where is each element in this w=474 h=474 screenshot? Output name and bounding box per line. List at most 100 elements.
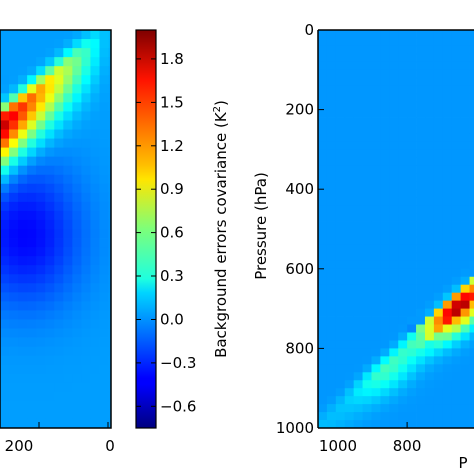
- left-heatmap-cell: [72, 129, 82, 139]
- right-heatmap-cell: [424, 260, 435, 270]
- right-heatmap-cell: [380, 316, 390, 325]
- left-heatmap-cell: [18, 210, 28, 221]
- left-heatmap-cell: [63, 319, 73, 329]
- right-heatmap-cell: [335, 197, 346, 206]
- left-heatmap-cell: [45, 364, 55, 375]
- right-heatmap-cell: [318, 197, 328, 206]
- right-heatmap-cell: [389, 372, 399, 381]
- right-heatmap-cell: [442, 53, 453, 63]
- right-heatmap-cell: [318, 380, 328, 389]
- right-heatmap-cell: [389, 380, 399, 389]
- right-heatmap-cell: [380, 348, 390, 357]
- left-heatmap-cell: [90, 147, 100, 158]
- left-heatmap-cell: [36, 238, 46, 248]
- right-heatmap-cell: [433, 77, 444, 87]
- left-heatmap-cell: [27, 247, 37, 257]
- right-heatmap-cell: [433, 109, 444, 118]
- right-heatmap-cell: [424, 165, 435, 174]
- left-heatmap-cell: [81, 382, 91, 393]
- right-heatmap-cell: [407, 340, 417, 349]
- right-heatmap-cell: [318, 205, 328, 214]
- left-heatmap-cell: [45, 238, 55, 248]
- right-heatmap-cell: [442, 197, 453, 206]
- left-heatmap-cell: [54, 382, 64, 393]
- right-heatmap-cell: [416, 308, 426, 317]
- right-heatmap-cell: [362, 77, 372, 87]
- right-heatmap-cell: [416, 260, 426, 270]
- right-heatmap-cell: [371, 420, 381, 429]
- left-heatmap-cell: [27, 129, 37, 139]
- left-heatmap-cell: [63, 120, 73, 130]
- right-heatmap-cell: [416, 292, 426, 302]
- right-heatmap-cell: [460, 332, 470, 341]
- left-heatmap-cell: [99, 247, 109, 257]
- left-heatmap-cell: [45, 346, 55, 357]
- right-heatmap-cell: [371, 53, 381, 63]
- colorbar-gradient: [135, 29, 157, 429]
- right-heatmap-cell: [353, 117, 363, 126]
- right-heatmap-cell: [380, 340, 390, 349]
- left-heatmap-cell: [108, 319, 112, 329]
- left-heatmap-cell: [99, 30, 109, 40]
- left-heatmap-cell: [99, 382, 109, 393]
- right-heatmap-cell: [451, 85, 462, 95]
- right-heatmap-cell: [424, 340, 435, 349]
- right-heatmap-cell: [318, 173, 328, 182]
- right-heatmap-cell: [335, 101, 346, 110]
- left-heatmap-cell: [54, 328, 64, 338]
- right-heatmap-cell: [371, 61, 381, 71]
- right-heatmap-cell: [326, 316, 337, 325]
- left-heatmap-cell: [45, 57, 55, 67]
- right-heatmap-cell: [335, 133, 346, 142]
- right-heatmap-cell: [469, 69, 474, 79]
- right-heatmap-cell: [353, 284, 363, 294]
- right-heatmap-cell: [335, 356, 346, 365]
- left-heatmap-cell: [81, 400, 91, 411]
- left-heatmap-cell: [45, 84, 55, 94]
- right-heatmap-cell: [318, 141, 328, 150]
- left-heatmap-cell: [9, 39, 19, 49]
- right-heatmap-cell: [398, 364, 408, 373]
- right-heatmap-cell: [407, 213, 417, 222]
- right-heatmap-cell: [326, 412, 337, 421]
- right-heatmap-cell: [371, 85, 381, 95]
- right-heatmap-cell: [416, 37, 426, 47]
- right-heatmap-cell: [424, 332, 435, 341]
- left-heatmap-cell: [27, 391, 37, 402]
- right-heatmap-cell: [442, 61, 453, 71]
- right-heatmap-cell: [344, 141, 355, 150]
- right-heatmap-cell: [389, 412, 399, 421]
- left-heatmap-cell: [90, 165, 100, 176]
- left-heatmap-cell: [18, 400, 28, 411]
- left-heatmap-cell: [63, 57, 73, 67]
- right-heatmap-cell: [353, 149, 363, 158]
- right-heatmap-cell: [460, 396, 470, 405]
- right-heatmap-cell: [433, 165, 444, 174]
- right-heatmap-cell: [398, 268, 408, 278]
- right-heatmap-cell: [380, 125, 390, 134]
- right-heatmap-cell: [371, 181, 381, 190]
- left-heatmap-cell: [63, 192, 73, 203]
- right-heatmap-cell: [380, 101, 390, 110]
- right-heatmap-cell: [362, 229, 372, 238]
- right-heatmap-cell: [326, 260, 337, 270]
- right-heatmap-cell: [433, 316, 444, 325]
- right-heatmap-cell: [451, 221, 462, 230]
- left-heatmap-cell: [72, 75, 82, 85]
- left-heatmap-cell: [90, 310, 100, 320]
- right-heatmap-cell: [380, 404, 390, 413]
- right-heatmap-cell: [371, 37, 381, 47]
- right-heatmap-cell: [451, 372, 462, 381]
- left-heatmap-cell: [72, 66, 82, 76]
- left-heatmap-frame: [0, 29, 112, 429]
- left-heatmap-cell: [27, 120, 37, 130]
- right-heatmap-cell: [460, 181, 470, 190]
- right-heatmap-cell: [442, 372, 453, 381]
- right-y-tick-label: 600: [285, 260, 314, 278]
- right-heatmap-cell: [380, 133, 390, 142]
- right-heatmap-cell: [442, 229, 453, 238]
- right-heatmap-cell: [335, 348, 346, 357]
- left-heatmap-cell: [81, 238, 91, 248]
- left-heatmap-cell: [54, 183, 64, 194]
- left-heatmap-cell: [90, 183, 100, 194]
